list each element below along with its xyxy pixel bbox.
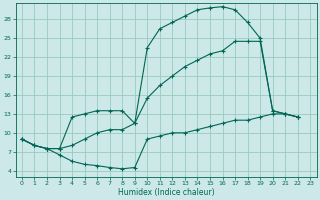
X-axis label: Humidex (Indice chaleur): Humidex (Indice chaleur) <box>118 188 214 197</box>
